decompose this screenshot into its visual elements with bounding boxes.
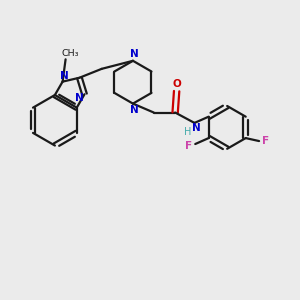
Text: N: N [75,93,83,103]
Text: N: N [130,49,139,59]
Text: O: O [173,79,182,89]
Text: N: N [130,105,139,115]
Text: F: F [185,140,192,151]
Text: CH₃: CH₃ [61,49,79,58]
Text: N: N [60,71,68,81]
Text: H: H [184,127,192,137]
Text: F: F [262,136,269,146]
Text: N: N [192,123,200,133]
